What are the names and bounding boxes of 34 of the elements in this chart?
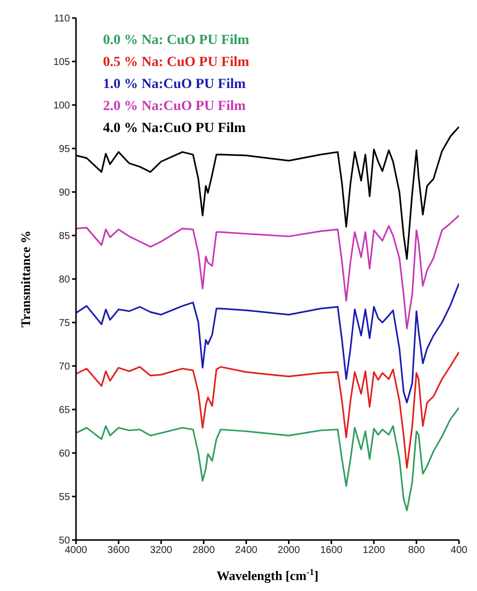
x-tick-label: 400 <box>450 545 468 556</box>
y-tick-label: 55 <box>58 492 70 504</box>
y-tick-label: 95 <box>58 144 70 156</box>
x-tick-label: 2400 <box>235 545 258 556</box>
x-tick-label: 4000 <box>64 545 88 556</box>
text: 0.0 % Na: CuO PU Film <box>103 32 250 50</box>
line-series <box>76 282 459 404</box>
y-tick-label: 50 <box>58 536 70 547</box>
x-tick-label: 3200 <box>150 545 173 556</box>
x-tick-label: 3600 <box>107 545 130 556</box>
line-series <box>76 214 459 330</box>
series-label: 4.0 % Na:CuO PU Film <box>103 120 247 138</box>
text: 2.0 % Na:CuO PU Film <box>103 98 247 116</box>
y-tick-label: 70 <box>58 362 70 373</box>
y-tick-label: 105 <box>53 57 70 68</box>
x-tick-label: 1600 <box>320 545 343 556</box>
text: 1.0 % Na:CuO PU Film <box>103 76 247 94</box>
y-tick-label: 65 <box>58 405 70 416</box>
x-tick-label: 1200 <box>362 545 386 556</box>
y-tick-label: 80 <box>58 274 70 286</box>
y-tick-label: 60 <box>58 448 70 460</box>
x-tick-label: 2800 <box>192 545 216 556</box>
y-tick-label: 100 <box>53 100 70 112</box>
x-axis-title: Wavelength [cm$^{-1}$] <box>216 567 318 583</box>
y-axis-title: Transmittance % <box>18 230 33 328</box>
y-tick-label: 90 <box>58 188 70 199</box>
x-tick-label: 2000 <box>278 545 300 556</box>
y-tick-label: 75 <box>58 318 70 330</box>
y-tick-label: 85 <box>58 231 70 242</box>
x-tick-label: 800 <box>408 545 426 556</box>
y-tick-label: 110 <box>54 14 70 25</box>
text: 0.5 % Na: CuO PU Film <box>103 54 250 72</box>
line-series <box>76 351 459 469</box>
line-series <box>76 406 459 512</box>
